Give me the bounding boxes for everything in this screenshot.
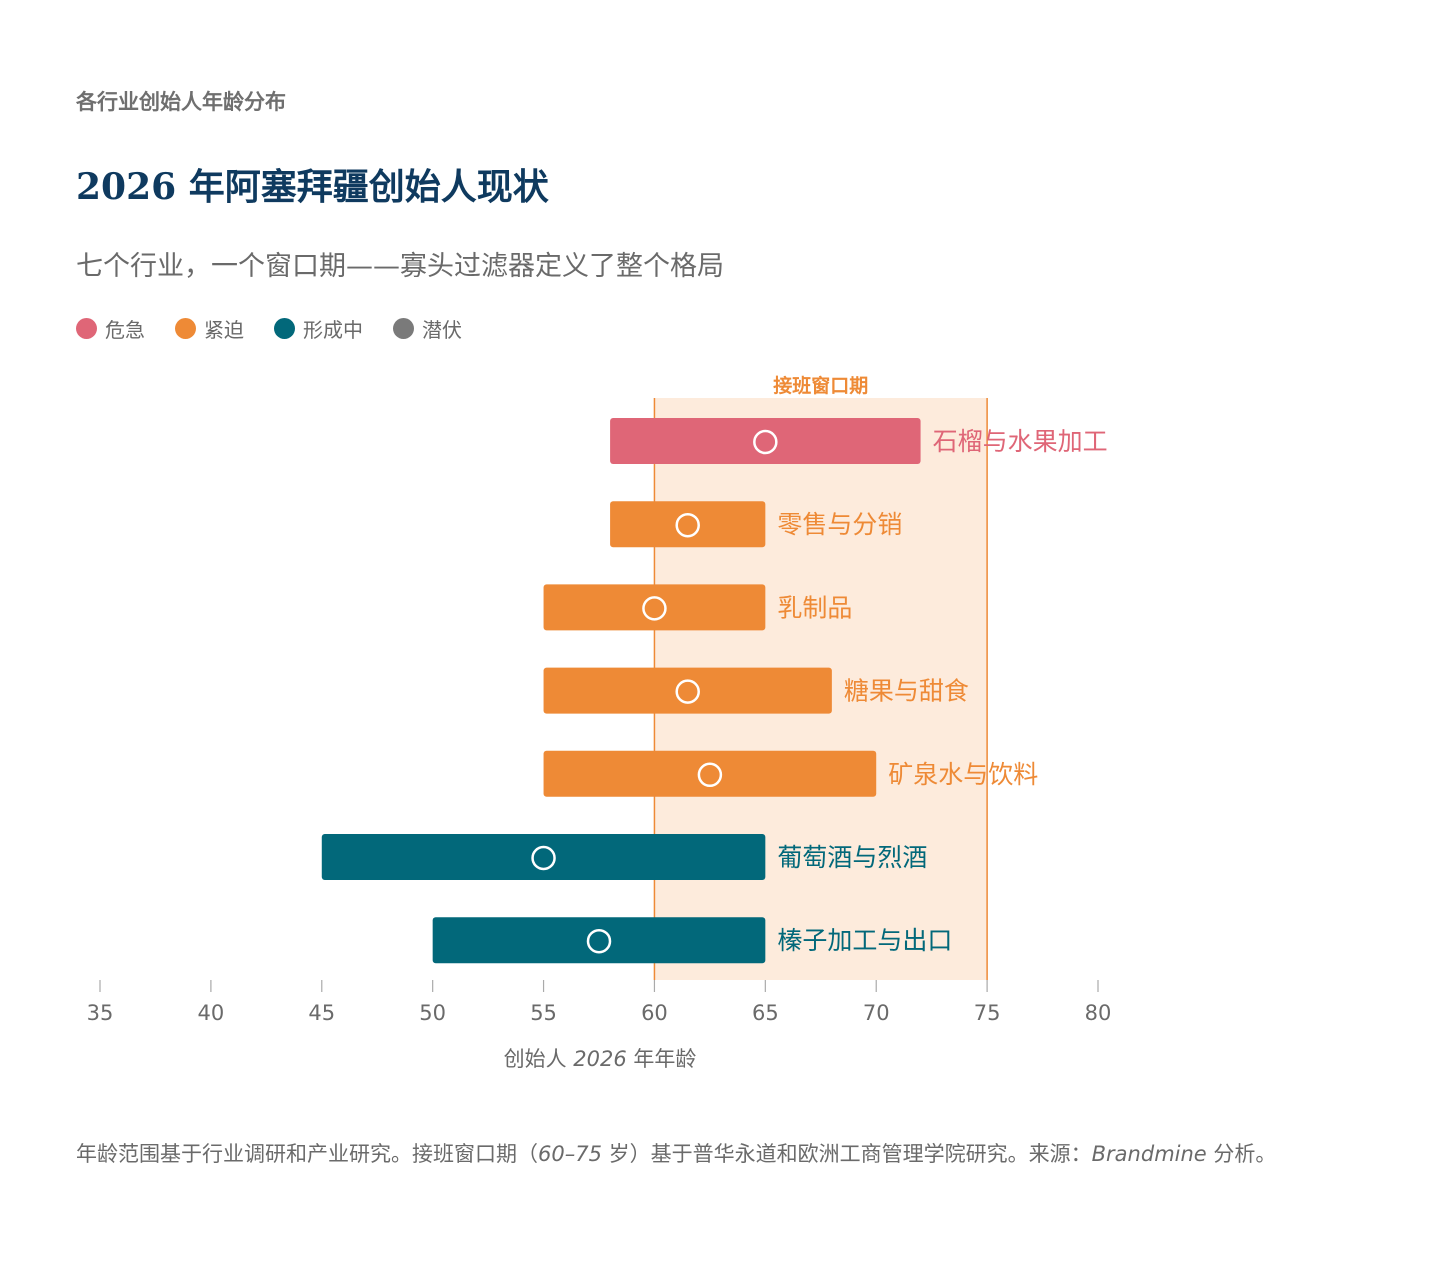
range-bar [543,584,766,631]
x-tick-label: 60 [641,1001,668,1025]
legend-item-forming: 形成中 [274,314,363,343]
legend-label-critical: 危急 [105,318,145,342]
window-label: 接班窗口期 [773,374,868,397]
legend-label-forming: 形成中 [303,318,363,342]
median-marker [675,512,700,538]
legend-item-critical: 危急 [76,314,145,343]
range-chart: 接班窗口期石榴与水果加工零售与分销乳制品糖果与甜食矿泉水与饮料葡萄酒与烈酒榛子加… [87,374,1112,1071]
bar-label: 葡萄酒与烈酒 [777,843,927,872]
x-axis-label-tail: 年年龄 [627,1047,697,1071]
subtitle: 七个行业，一个窗口期——寡头过滤器定义了整个格局 [76,251,724,282]
median-marker [675,679,700,704]
x-axis-label-year: 2026 [573,1047,626,1071]
x-tick-label: 40 [198,1001,225,1025]
median-marker [697,762,723,788]
legend-swatch-latent [393,318,414,339]
x-tick-label: 45 [308,1001,335,1025]
legend-label-urgent: 紧迫 [204,318,244,342]
bar-label: 矿泉水与饮料 [888,760,1038,789]
legend-swatch-urgent [175,318,196,339]
x-tick-label: 75 [974,1001,1001,1025]
legend-label-latent: 潜伏 [422,318,462,342]
legend-swatch-forming [274,318,295,339]
footnote-part3: 分析。 [1206,1142,1277,1166]
eyebrow: 各行业创始人年龄分布 [76,90,286,114]
bar-label: 乳制品 [777,593,852,622]
median-marker [531,845,556,871]
legend: 危急 紧迫 形成中 潜伏 [76,314,492,343]
range-bar [610,418,921,464]
median-marker [642,596,667,621]
bar-label: 糖果与甜食 [844,677,969,706]
footnote-range: 60–75 [538,1142,602,1166]
x-tick-label: 65 [752,1001,779,1025]
bar-label: 石榴与水果加工 [933,427,1108,456]
range-bar [321,834,766,880]
bar-label: 零售与分销 [777,510,902,539]
bar-label: 榛子加工与出口 [777,926,952,955]
legend-swatch-critical [76,318,97,339]
range-bar [432,917,766,964]
range-bar [610,501,766,548]
median-marker [753,429,778,455]
footnote: 年龄范围基于行业调研和产业研究。接班窗口期（60–75 岁）基于普华永道和欧洲工… [76,1138,1366,1170]
footnote-brand: Brandmine [1091,1142,1207,1166]
x-tick-label: 55 [530,1001,557,1025]
range-bar [543,667,832,714]
median-marker [586,928,612,954]
x-tick-label: 80 [1085,1001,1112,1025]
page-title: 2026 年阿塞拜疆创始人现状 [76,166,549,208]
x-axis-label-main: 创始人 [504,1047,574,1071]
legend-item-urgent: 紧迫 [175,314,244,343]
legend-item-latent: 潜伏 [393,314,462,343]
x-axis-label: 创始人 2026 年年龄 [504,1047,697,1071]
footnote-part2: 岁）基于普华永道和欧洲工商管理学院研究。来源： [601,1142,1092,1166]
x-tick-label: 70 [863,1001,890,1025]
range-bar [543,750,877,797]
footnote-part1: 年龄范围基于行业调研和产业研究。接班窗口期（ [76,1142,538,1166]
x-tick-label: 35 [87,1001,114,1025]
x-tick-label: 50 [419,1001,446,1025]
